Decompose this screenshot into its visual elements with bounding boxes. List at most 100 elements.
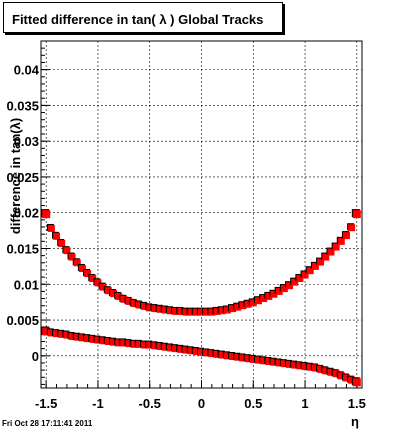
data-point <box>156 305 164 313</box>
data-point <box>73 259 81 267</box>
y-tick-label: 0.02 <box>14 206 39 221</box>
data-point <box>125 340 133 348</box>
data-point <box>182 308 190 316</box>
x-tick-label: -1 <box>92 396 104 411</box>
data-point <box>94 336 102 344</box>
data-point <box>161 343 169 351</box>
data-point <box>192 308 200 316</box>
data-point <box>301 271 309 279</box>
data-point <box>337 372 345 380</box>
data-point <box>84 270 92 278</box>
data-point <box>348 224 356 232</box>
data-point <box>218 351 226 359</box>
data-point <box>296 275 304 283</box>
data-point <box>229 305 237 313</box>
data-point <box>260 295 268 303</box>
data-point <box>187 347 195 355</box>
data-point <box>177 307 185 315</box>
data-point <box>270 290 278 298</box>
data-point <box>115 292 123 300</box>
data-point <box>234 353 242 361</box>
data-point <box>208 308 216 316</box>
data-point <box>280 285 288 293</box>
data-point <box>337 237 345 245</box>
data-point <box>213 350 221 358</box>
data-point <box>125 297 133 305</box>
data-point <box>342 232 350 240</box>
data-point <box>135 301 143 309</box>
data-point <box>296 362 304 370</box>
data-point <box>120 339 128 347</box>
data-point <box>239 354 247 362</box>
data-point <box>218 307 226 315</box>
data-point <box>78 265 86 273</box>
data-point <box>151 342 159 350</box>
data-marks <box>41 209 361 387</box>
data-point <box>352 378 361 387</box>
data-point <box>156 343 164 351</box>
data-point <box>68 332 76 340</box>
y-tick-label: 0 <box>32 349 39 364</box>
x-tick-label: 0.5 <box>244 396 262 411</box>
data-point <box>172 345 180 353</box>
x-tick-label: 1.5 <box>348 396 366 411</box>
data-point <box>47 224 55 232</box>
data-point <box>130 300 138 308</box>
data-point <box>78 334 86 342</box>
data-point <box>322 367 330 375</box>
x-tick-label: -0.5 <box>139 396 161 411</box>
data-point <box>84 335 92 343</box>
data-point <box>166 344 174 352</box>
y-tick-label: 0.01 <box>14 277 39 292</box>
data-point <box>203 349 211 357</box>
data-point <box>260 357 268 365</box>
y-tick-label: 0.005 <box>6 313 39 328</box>
data-point <box>327 368 335 376</box>
data-point <box>130 340 138 348</box>
data-point <box>275 287 283 295</box>
data-point <box>270 358 278 366</box>
y-tick-label: 0.035 <box>6 98 39 113</box>
x-tick-label: -1.5 <box>35 396 57 411</box>
data-point <box>254 356 262 364</box>
data-point <box>73 333 81 341</box>
data-point <box>311 262 319 270</box>
data-point <box>332 243 340 251</box>
data-point <box>192 348 200 356</box>
data-point <box>104 337 112 345</box>
data-point <box>63 331 71 339</box>
data-point <box>332 370 340 378</box>
data-point <box>249 355 257 363</box>
data-point <box>213 307 221 315</box>
data-point <box>42 327 51 336</box>
data-point <box>141 302 149 310</box>
data-point <box>244 355 252 363</box>
data-point <box>234 303 242 311</box>
timestamp-footer: Fri Oct 28 17:11:41 2011 <box>2 419 93 428</box>
data-point <box>104 287 112 295</box>
series-2 <box>41 326 361 387</box>
data-point <box>265 358 273 366</box>
y-axis-label: difference in tan(λ) <box>8 118 23 234</box>
data-point <box>265 292 273 300</box>
x-axis-label: η <box>351 414 359 429</box>
data-point <box>223 306 231 314</box>
data-point <box>177 345 185 353</box>
data-point <box>166 307 174 315</box>
y-tick-label: 0.015 <box>6 241 39 256</box>
data-point <box>47 329 55 337</box>
data-point <box>109 290 117 298</box>
data-point <box>58 330 66 338</box>
data-point <box>99 337 107 345</box>
data-point <box>239 302 247 310</box>
data-point <box>146 304 154 312</box>
data-point <box>141 341 149 349</box>
data-point <box>198 308 205 316</box>
data-point <box>109 338 117 346</box>
data-point <box>203 308 211 316</box>
data-point <box>89 335 97 343</box>
data-point <box>291 278 299 286</box>
data-point <box>286 360 294 368</box>
x-tick-label: 0 <box>198 396 205 411</box>
